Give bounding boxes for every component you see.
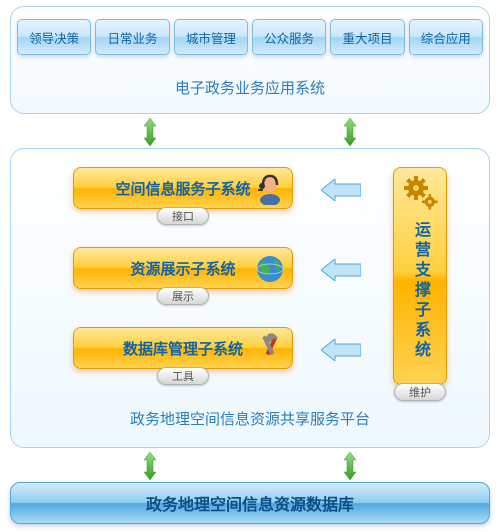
gears-icon: [404, 176, 438, 210]
top-panel: 领导决策 日常业务 城市管理 公众服务 重大项目 综合应用 电子政务业务应用系统: [10, 6, 490, 114]
operator-icon: [254, 173, 286, 205]
subsystem-resource-display[interactable]: 资源展示子系统: [73, 247, 293, 289]
subsystem-database-mgmt[interactable]: 数据库管理子系统: [73, 327, 293, 369]
subsystem-operation-support[interactable]: 运营支撑子系统: [393, 167, 447, 385]
flow-arrow-3: [321, 339, 361, 361]
top-panel-title: 电子政务业务应用系统: [11, 77, 489, 98]
connector-arrow-bottom-left: [140, 452, 160, 480]
subsystem-label: 空间信息服务子系统: [115, 178, 250, 199]
connector-arrow-top-left: [140, 118, 160, 146]
mid-panel: 空间信息服务子系统 接口 资源展示子系统 展示 数据库管理子系统 工具: [10, 148, 490, 448]
connector-arrow-bottom-right: [340, 452, 360, 480]
tools-icon: [254, 333, 286, 365]
subsystem-label: 资源展示子系统: [130, 258, 235, 279]
tab-public[interactable]: 公众服务: [252, 19, 326, 55]
tab-leadership[interactable]: 领导决策: [17, 19, 91, 55]
tab-projects[interactable]: 重大项目: [330, 19, 404, 55]
pill-interface: 接口: [157, 207, 209, 225]
globe-icon: [254, 253, 286, 285]
subsystem-label: 数据库管理子系统: [123, 338, 243, 359]
bottom-database-bar[interactable]: 政务地理空间信息资源数据库: [10, 482, 490, 524]
connector-arrow-top-right: [340, 118, 360, 146]
pill-maintain: 维护: [394, 383, 446, 401]
tab-city[interactable]: 城市管理: [174, 19, 248, 55]
mid-panel-title: 政务地理空间信息资源共享服务平台: [11, 408, 489, 429]
tab-daily[interactable]: 日常业务: [95, 19, 169, 55]
bottom-bar-label: 政务地理空间信息资源数据库: [146, 491, 354, 515]
flow-arrow-1: [321, 179, 361, 201]
subsystem-spatial-service[interactable]: 空间信息服务子系统: [73, 167, 293, 209]
tab-integrated[interactable]: 综合应用: [409, 19, 483, 55]
pill-tools: 工具: [157, 367, 209, 385]
flow-arrow-2: [321, 259, 361, 281]
vertical-subsystem-label: 运营支撑子系统: [408, 221, 432, 361]
top-tabs-row: 领导决策 日常业务 城市管理 公众服务 重大项目 综合应用: [11, 7, 489, 63]
pill-display: 展示: [157, 287, 209, 305]
